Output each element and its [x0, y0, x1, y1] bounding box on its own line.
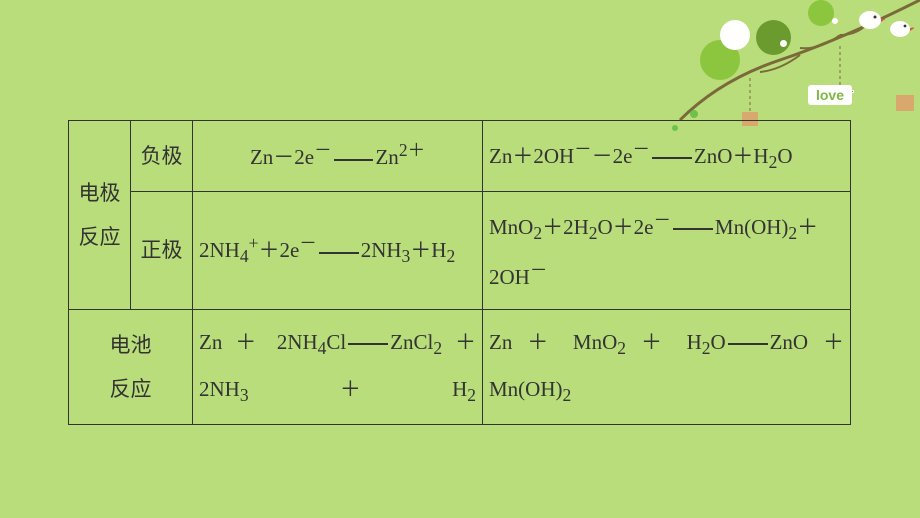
positive-electrode-label: 正极 — [131, 191, 193, 309]
dot-icon — [832, 18, 838, 24]
pos-eq-a: 2NH4+＋2e－2NH3＋H2 — [193, 191, 483, 309]
reaction-table: 电极 反应 负极 Zn－2e－Zn2＋ Zn＋2OH－－2e－ZnO＋H2O 正… — [68, 120, 851, 425]
leaf-icon — [808, 0, 834, 26]
decor-corner — [660, 0, 920, 140]
leaf-icon — [700, 40, 740, 80]
birdhouse-icon — [896, 95, 914, 111]
leaf-icon — [720, 20, 750, 50]
love-tag: love — [808, 85, 852, 105]
dot-icon — [780, 40, 787, 47]
battery-eq-b: Zn ＋ MnO2 ＋ H2OZnO ＋Mn(OH)2 — [483, 309, 851, 424]
bird-icon — [886, 16, 914, 38]
electrode-reaction-label: 电极 反应 — [69, 121, 131, 310]
neg-eq-a: Zn－2e－Zn2＋ — [193, 121, 483, 192]
neg-eq-b: Zn＋2OH－－2e－ZnO＋H2O — [483, 121, 851, 192]
bird-icon — [855, 6, 885, 30]
leaf-icon — [756, 20, 791, 55]
pos-eq-b: MnO2＋2H2O＋2e－Mn(OH)2＋2OH－ — [483, 191, 851, 309]
battery-reaction-label: 电池 反应 — [69, 309, 193, 424]
branch-icon — [660, 0, 920, 140]
dot-icon — [690, 110, 698, 118]
negative-electrode-label: 负极 — [131, 121, 193, 192]
battery-eq-a: Zn ＋ 2NH4ClZnCl2 ＋2NH3＋H2 — [193, 309, 483, 424]
